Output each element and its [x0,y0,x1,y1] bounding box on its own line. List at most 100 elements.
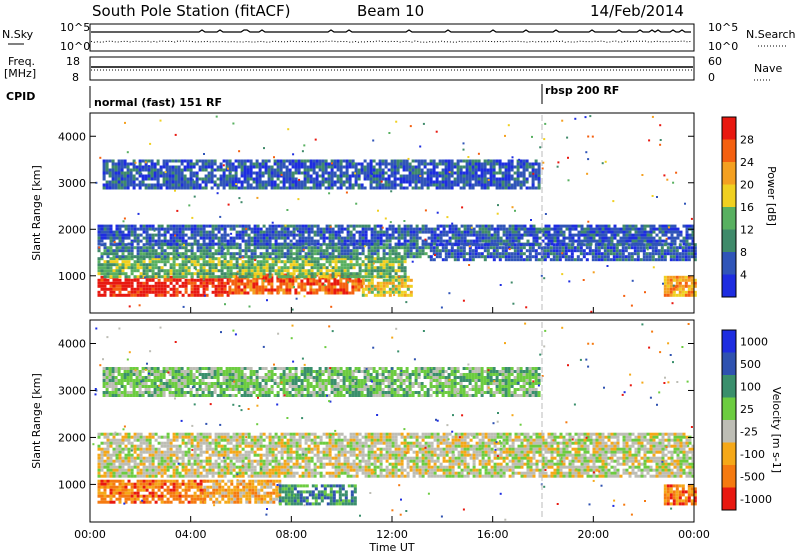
heatmap-cell-45 [115,491,119,495]
heatmap-cell-603 [103,266,107,270]
heatmap-cell-2719 [646,239,650,243]
heatmap-cell-132 [154,500,158,504]
heatmap-cell-4387 [513,183,517,187]
heatmap-cell-22 [106,479,110,483]
heatmap-cell-4291 [480,174,484,178]
heatmap-cell-2320 [448,224,452,228]
heatmap-cell-4436 [534,159,538,163]
heatmap-cell-120 [151,479,155,483]
heatmap-cell-1181 [397,260,401,264]
heatmap-cell-1724 [130,239,134,243]
heatmap-cell-1803 [175,224,179,228]
heatmap-cell-26 [106,500,110,504]
heatmap-cell-3956 [360,162,364,166]
heatmap-cell-1827 [184,242,188,246]
heatmap-cell-4668 [671,302,674,305]
heatmap-cell-1671 [103,230,107,234]
heatmap-cell-4640 [525,306,528,309]
heatmap-cell-1300 [172,246,176,250]
heatmap-cell-1676 [106,227,110,231]
heatmap-cell-1213 [109,249,113,253]
heatmap-cell-669 [136,266,140,270]
heatmap-cell-2305 [439,230,443,234]
heatmap-cell-2536 [556,227,560,231]
heatmap-cell-92 [136,494,140,498]
heatmap-cell-1235 [124,249,128,253]
heatmap-cell-1066 [340,260,344,264]
heatmap-cell-1157 [385,260,389,264]
heatmap-cell-1588 [376,255,380,259]
heatmap-cell-3751 [285,168,289,172]
heatmap-cell-1335 [199,243,203,247]
heatmap-cell-1946 [250,230,254,234]
heatmap-cell-1954 [253,239,257,243]
heatmap-cell-2722 [649,227,653,231]
heatmap-cell-2421 [496,230,500,234]
heatmap-cell-2925 [507,243,511,247]
heatmap-cell-3323 [126,171,130,175]
heatmap-cell-2433 [502,230,506,234]
heatmap-cell-3108 [615,243,619,247]
heatmap-cell-4021 [384,165,388,169]
heatmap-cell-4736 [331,162,333,165]
heatmap-cell-4562 [659,143,662,146]
heatmap-cell-2608 [592,236,596,240]
heatmap-cell-882 [244,275,248,279]
heatmap-cell-114 [154,293,158,297]
heatmap-cell-1273 [151,252,155,256]
heatmap-cell-3509 [192,186,196,190]
heatmap-cell-1286 [160,252,164,256]
heatmap-cell-3788 [297,171,301,175]
heatmap-cell-1056 [334,266,338,270]
heatmap-cell-4009 [378,183,382,187]
heatmap-cell-1501 [316,249,320,253]
heatmap-cell-608 [106,263,110,267]
heatmap-cell-2561 [568,233,572,237]
heatmap-cell-1786 [166,227,170,231]
heatmap-cell-2377 [475,233,479,237]
heatmap-cell-1530 [337,249,341,253]
heatmap-cell-3565 [216,183,220,187]
heatmap-cell-3308 [120,180,124,184]
heatmap-cell-4023 [384,177,388,181]
heatmap-cell-4006 [378,174,382,178]
heatmap-cell-3642 [246,165,250,169]
heatmap-cell-4545 [236,264,239,267]
heatmap-cell-2522 [547,239,551,243]
heatmap-cell-6 [97,500,101,504]
heatmap-cell-57 [121,485,125,489]
heatmap-cell-1011 [310,269,314,273]
heatmap-cell-383 [300,282,304,286]
heatmap-cell-447 [333,288,337,292]
heatmap-cell-3854 [321,168,325,172]
heatmap-cell-1028 [319,266,323,270]
heatmap-cell-229 [220,281,224,285]
heatmap-cell-3550 [210,168,214,172]
heatmap-cell-3033 [570,243,574,247]
heatmap-cell-975 [292,272,296,276]
heatmap-cell-1486 [304,255,308,259]
heatmap-cell-707 [154,272,158,276]
heatmap-cell-3764 [288,183,292,187]
heatmap-cell-3674 [258,162,262,166]
heatmap-cell-938 [274,260,278,264]
heatmap-cell-2849 [456,258,460,262]
heatmap-cell-2818 [438,249,442,253]
heatmap-cell-3921 [345,171,349,175]
heatmap-cell-2083 [319,227,323,231]
heatmap-cell-2463 [517,224,521,228]
heatmap-cell-743 [175,257,179,261]
heatmap-cell-1750 [145,239,149,243]
heatmap-cell-505 [364,278,368,282]
heatmap-cell-2385 [478,236,482,240]
heatmap-cell-4478 [672,293,676,297]
heatmap-cell-4480 [675,278,679,282]
heatmap-cell-4045 [393,165,397,169]
heatmap-cell-1779 [163,227,167,231]
heatmap-cell-3461 [177,168,181,172]
heatmap-cell-2116 [337,227,341,231]
heatmap-cell-4529 [354,172,357,175]
heatmap-cell-519 [370,290,374,294]
heatmap-cell-2525 [550,233,554,237]
heatmap-cell-4390 [516,162,520,166]
